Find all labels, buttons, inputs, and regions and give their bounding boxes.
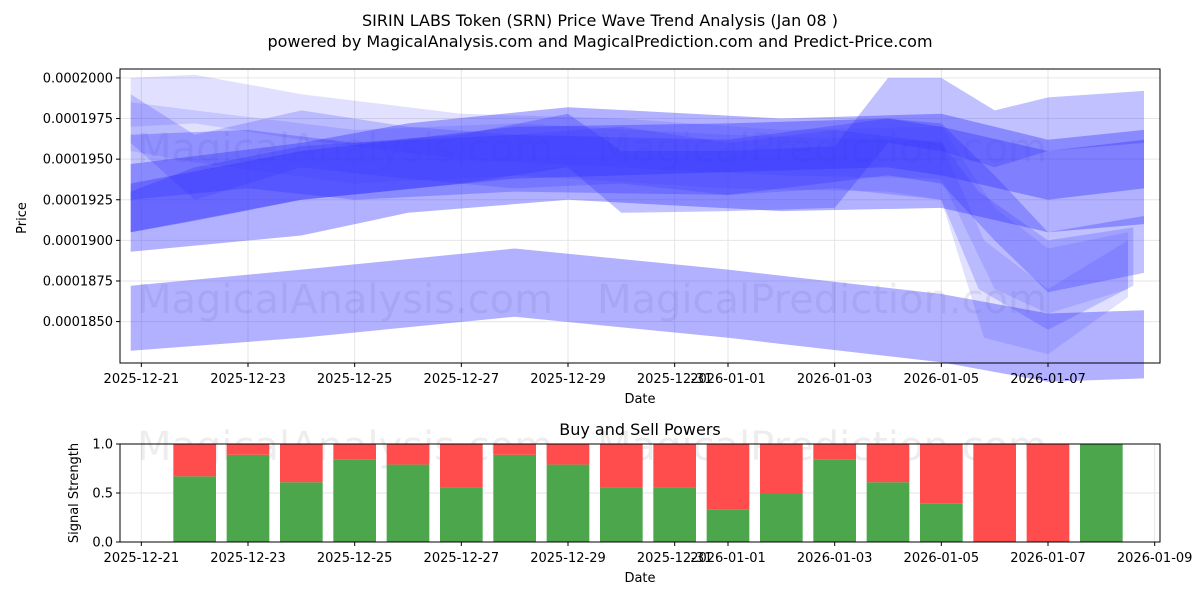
price-ytick-label-4: 0.0001950: [43, 153, 113, 168]
buy-bar-2025-12-24: [280, 482, 323, 542]
price-band-3: [130, 118, 1144, 233]
price-band-4: [130, 118, 1144, 293]
price-xtick-label-2: 2025-12-25: [317, 372, 393, 387]
sell-bar-2025-12-25: [333, 444, 376, 460]
signal-xtick-label-8: 2026-01-05: [904, 551, 980, 566]
signal-xtick-label-10: 2026-01-09: [1117, 551, 1193, 566]
price-ytick-label-2: 0.0001900: [43, 234, 113, 249]
buy-bar-2026-01-02: [760, 493, 803, 542]
signal-xtick-label-7: 2026-01-03: [797, 551, 873, 566]
price-xtick-label-1: 2025-12-23: [210, 372, 286, 387]
watermark-prediction-top: MagicalPrediction.com: [597, 126, 1047, 172]
price-wave-panel: MagicalAnalysis.com MagicalPrediction.co…: [15, 68, 1161, 407]
buy-sell-panel: Buy and Sell Powers MagicalAnalysis.com …: [67, 420, 1192, 586]
sell-bar-2025-12-30: [600, 444, 643, 488]
buy-sell-title: Buy and Sell Powers: [559, 420, 721, 439]
buy-bar-2025-12-27: [440, 487, 483, 542]
sell-bar-2025-12-27: [440, 444, 483, 488]
price-ylabel: Price: [15, 202, 30, 234]
price-grid: [120, 69, 1160, 363]
sell-bar-2025-12-31: [653, 444, 696, 488]
price-band-6: [130, 94, 1134, 330]
signal-xtick-label-4: 2025-12-29: [530, 551, 606, 566]
sell-bar-2026-01-02: [760, 444, 803, 493]
buy-bar-2025-12-30: [600, 487, 643, 542]
price-band-8: [130, 102, 1128, 355]
sell-bar-2026-01-07: [1026, 444, 1070, 542]
price-axes: 2025-12-21 2025-12-23 2025-12-25 2025-12-27…: [43, 71, 1086, 387]
price-ytick-label-1: 0.0001875: [43, 274, 113, 289]
sell-bar-2026-01-04: [866, 444, 910, 483]
sell-bar-2026-01-03: [813, 444, 856, 460]
price-xtick-label-6: 2026-01-01: [690, 372, 766, 387]
sell-bar-2025-12-23: [226, 444, 270, 455]
signal-xtick-label-3: 2025-12-27: [424, 551, 500, 566]
buy-bar-2025-12-29: [546, 464, 590, 542]
watermark-analysis-top: MagicalAnalysis.com: [137, 126, 553, 172]
signal-xtick-label-0: 2025-12-21: [104, 551, 180, 566]
price-xlabel: Date: [624, 392, 655, 407]
buy-bar-2026-01-03: [813, 459, 856, 542]
signal-ylabel: Signal Strength: [67, 443, 82, 543]
watermark-prediction-mid: MagicalPrediction.com: [597, 277, 1047, 323]
chart-title: SIRIN LABS Token (SRN) Price Wave Trend …: [362, 11, 838, 30]
buy-bar-2026-01-08: [1080, 444, 1123, 542]
signal-ytick-label-2: 1.0: [92, 438, 113, 453]
price-xtick-label-7: 2026-01-03: [797, 372, 873, 387]
price-band-1: [130, 248, 1144, 382]
buy-bar-2026-01-05: [920, 503, 963, 542]
signal-xtick-label-5: 2025-12-31: [637, 551, 713, 566]
signal-xtick-label-6: 2026-01-01: [690, 551, 766, 566]
price-ytick-label-6: 0.0002000: [43, 71, 113, 86]
sell-bar-2026-01-01: [706, 444, 750, 510]
buy-bar-2025-12-26: [386, 464, 430, 542]
signal-ytick-label-0: 0.0: [92, 536, 113, 551]
watermark-analysis-mid: MagicalAnalysis.com: [137, 277, 553, 323]
signal-xtick-label-9: 2026-01-07: [1010, 551, 1086, 566]
price-ytick-label-3: 0.0001925: [43, 193, 113, 208]
price-xtick-label-8: 2026-01-05: [904, 372, 980, 387]
buy-bar-2025-12-25: [333, 459, 376, 542]
wave-bands: [130, 74, 1144, 382]
price-ytick-label-0: 0.0001850: [43, 315, 113, 330]
price-band-5: [130, 77, 1144, 233]
price-band-7: [130, 74, 1128, 314]
sell-bar-2025-12-26: [386, 444, 430, 465]
sell-bar-2026-01-06: [973, 444, 1016, 542]
signal-xlabel: Date: [624, 571, 655, 586]
sell-bar-2025-12-29: [546, 444, 590, 465]
sell-bar-2025-12-28: [493, 444, 536, 455]
sell-bar-2025-12-24: [280, 444, 323, 483]
sell-bar-2025-12-22: [173, 444, 216, 477]
chart-subtitle: powered by MagicalAnalysis.com and Magic…: [267, 32, 932, 51]
price-xtick-label-9: 2026-01-07: [1010, 372, 1086, 387]
price-xtick-label-0: 2025-12-21: [104, 372, 180, 387]
signal-xtick-label-2: 2025-12-25: [317, 551, 393, 566]
sell-bar-2026-01-05: [920, 444, 963, 504]
buy-bar-2025-12-31: [653, 487, 696, 542]
signal-bars: [173, 444, 1123, 542]
buy-bar-2026-01-01: [706, 509, 750, 542]
buy-bar-2025-12-22: [173, 476, 216, 542]
buy-bar-2025-12-23: [226, 454, 270, 542]
signal-xtick-label-1: 2025-12-23: [210, 551, 286, 566]
signal-axes: 2025-12-21 2025-12-23 2025-12-25 2025-12-27…: [92, 438, 1192, 567]
price-band-2: [130, 107, 1144, 252]
price-xtick-label-5: 2025-12-31: [637, 372, 713, 387]
buy-bar-2025-12-28: [493, 454, 536, 542]
signal-ytick-label-1: 0.5: [92, 487, 113, 502]
price-xtick-label-4: 2025-12-29: [530, 372, 606, 387]
buy-bar-2026-01-04: [866, 482, 910, 542]
price-xtick-label-3: 2025-12-27: [424, 372, 500, 387]
price-ytick-label-5: 0.0001975: [43, 112, 113, 127]
